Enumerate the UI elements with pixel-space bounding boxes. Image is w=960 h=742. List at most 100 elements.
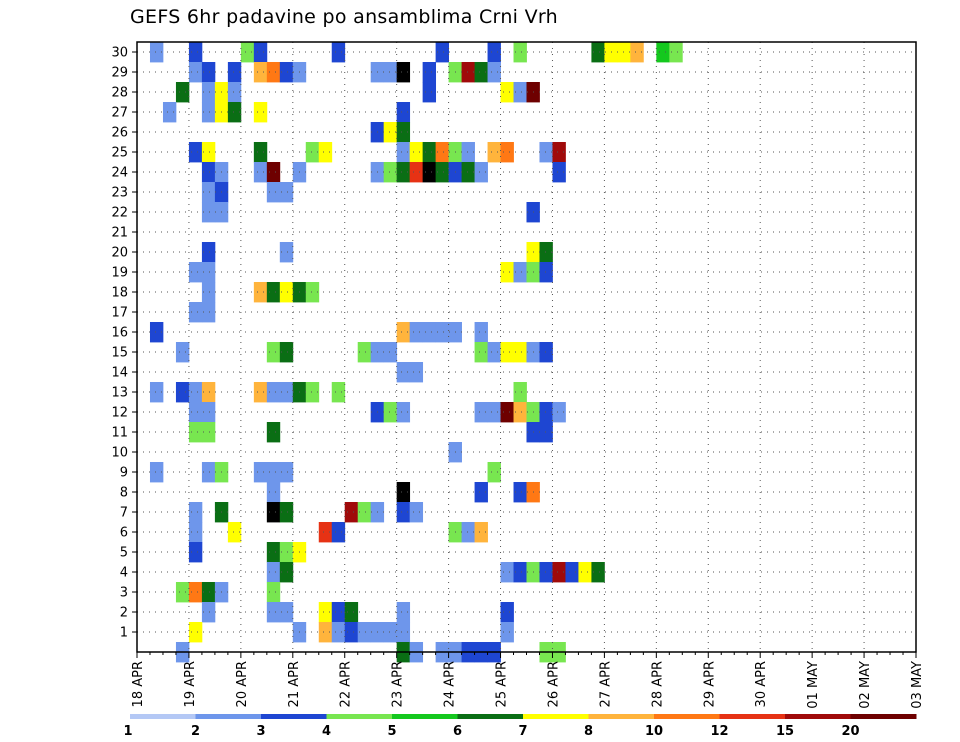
heatmap-cell	[188, 302, 203, 323]
heatmap-cell	[201, 202, 216, 223]
y-tick-label: 24	[111, 166, 128, 181]
heatmap-cell	[279, 242, 294, 263]
x-tick-label: 21 APR	[287, 661, 302, 707]
heatmap-cell	[279, 542, 294, 563]
heatmap-cell	[279, 282, 294, 303]
x-tick-label: 18 APR	[131, 661, 146, 707]
heatmap-cell	[474, 522, 488, 543]
y-tick-label: 16	[111, 326, 128, 341]
heatmap-cell	[539, 562, 553, 583]
colorbar-label: 15	[776, 724, 794, 739]
heatmap-cell	[461, 62, 475, 83]
heatmap-cell	[513, 42, 527, 63]
heatmap-cell	[500, 342, 514, 363]
heatmap-cell	[513, 482, 527, 503]
heatmap-cell	[279, 602, 294, 623]
heatmap-cell	[188, 262, 203, 283]
heatmap-cell	[409, 362, 424, 383]
heatmap-cell	[539, 402, 553, 423]
heatmap-cell	[266, 342, 281, 363]
heatmap-cell	[435, 322, 449, 343]
heatmap-cell	[396, 402, 411, 423]
heatmap-cell	[279, 342, 294, 363]
heatmap-cell	[474, 342, 488, 363]
heatmap-cell	[227, 82, 242, 103]
heatmap-cell	[227, 102, 242, 123]
heatmap-cell	[227, 62, 242, 83]
heatmap-cell	[188, 382, 203, 403]
y-tick-label: 23	[111, 186, 128, 201]
y-tick-label: 13	[111, 386, 128, 401]
heatmap-cell	[318, 622, 333, 643]
colorbar-segment	[261, 714, 327, 719]
heatmap-cell	[318, 142, 333, 163]
heatmap-cell	[279, 562, 294, 583]
heatmap-cell	[539, 142, 553, 163]
heatmap-cell	[500, 562, 514, 583]
heatmap-cell	[149, 462, 164, 483]
heatmap-cell	[188, 42, 203, 63]
heatmap-cell	[500, 402, 514, 423]
heatmap-cell	[487, 462, 501, 483]
heatmap-cell	[552, 402, 566, 423]
heatmap-cell	[201, 62, 216, 83]
heatmap-cell	[149, 42, 164, 63]
heatmap-cell	[266, 602, 281, 623]
y-tick-label: 5	[120, 546, 128, 561]
heatmap-cell	[383, 162, 398, 183]
heatmap-cell	[435, 162, 449, 183]
heatmap-cell	[396, 322, 411, 343]
heatmap-cell	[266, 182, 281, 203]
heatmap-cell	[266, 562, 281, 583]
heatmap-cell	[266, 482, 281, 503]
heatmap-cell	[500, 262, 514, 283]
heatmap-cell	[513, 402, 527, 423]
heatmap-cell	[552, 162, 566, 183]
heatmap-cell	[422, 162, 437, 183]
heatmap-cell	[383, 402, 398, 423]
heatmap-cell	[383, 62, 398, 83]
heatmap-cell	[201, 262, 216, 283]
x-tick-label: 24 APR	[443, 661, 458, 707]
heatmap-cell	[630, 42, 644, 63]
heatmap-cell	[487, 142, 501, 163]
heatmap-cell	[409, 162, 424, 183]
x-tick-label: 20 APR	[235, 661, 250, 707]
x-tick-label: 22 APR	[339, 661, 354, 707]
heatmap-cell	[175, 82, 190, 103]
colorbar-segment	[392, 714, 458, 719]
heatmap-cell	[253, 102, 268, 123]
heatmap-cell	[500, 82, 514, 103]
y-tick-label: 18	[111, 286, 128, 301]
heatmap-cell	[396, 362, 411, 383]
heatmap-cell	[305, 282, 320, 303]
heatmap-cell	[266, 582, 281, 603]
heatmap-cell	[396, 62, 411, 83]
heatmap-cell	[279, 382, 294, 403]
heatmap-cell	[591, 562, 605, 583]
heatmap-cell	[201, 602, 216, 623]
heatmap-cell	[552, 142, 566, 163]
heatmap-cell	[253, 62, 268, 83]
heatmap-cell	[188, 62, 203, 83]
y-tick-label: 10	[111, 446, 128, 461]
x-tick-label: 19 APR	[183, 661, 198, 707]
heatmap-cell	[266, 502, 281, 523]
heatmap-cell	[240, 42, 255, 63]
heatmap-cell	[539, 422, 553, 443]
colorbar-segment	[785, 714, 851, 719]
heatmap-cell	[474, 322, 488, 343]
x-tick-label: 02 MAY	[858, 661, 873, 709]
heatmap-cell	[396, 622, 411, 643]
heatmap-cell	[513, 342, 527, 363]
heatmap-cell	[396, 162, 411, 183]
heatmap-cell	[266, 542, 281, 563]
y-tick-label: 17	[111, 306, 128, 321]
heatmap-cell	[175, 342, 190, 363]
heatmap-cell	[188, 622, 203, 643]
chart-title: GEFS 6hr padavine po ansamblima Crni Vrh	[130, 6, 558, 28]
colorbar-segment	[130, 714, 196, 719]
heatmap-cell	[383, 342, 398, 363]
colorbar: 1 2 3 4 5 6 7 8 10 12 15 20	[123, 714, 917, 739]
y-tick-label: 27	[111, 106, 128, 121]
